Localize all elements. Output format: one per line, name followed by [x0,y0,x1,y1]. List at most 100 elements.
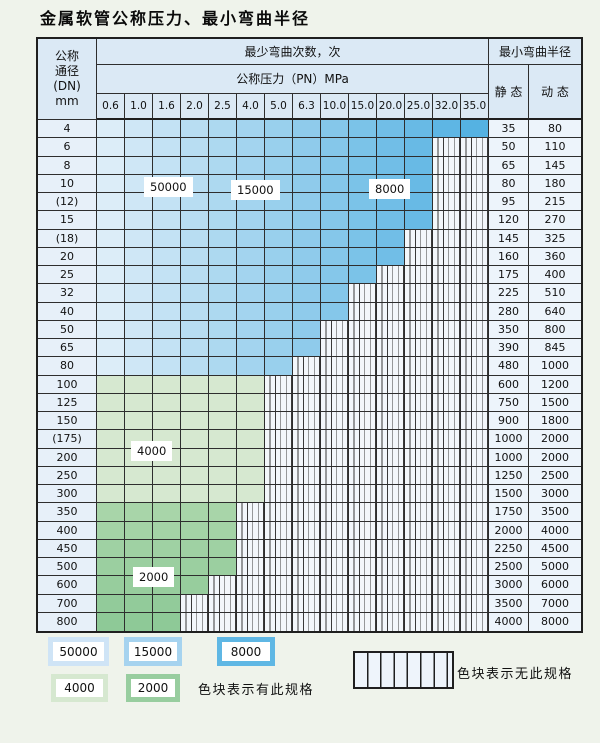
nospec-cell [405,412,433,431]
spec-cell [377,120,405,139]
spec-cell [181,302,209,321]
nospec-cell [461,594,489,613]
nospec-cell [405,284,433,303]
nospec-cell [321,393,349,412]
pressure-radius-table: 公称 通径 (DN) mm 最少弯曲次数，次 最小弯曲半径 公称压力（PN）MPa 静 态动 … [36,37,583,633]
nospec-cell [461,156,489,175]
spec-cell [321,229,349,248]
nospec-cell [433,594,461,613]
spec-cell [209,466,237,485]
nospec-cell [265,503,293,522]
nospec-cell [433,247,461,266]
spec-cell [265,156,293,175]
spec-cell [181,339,209,358]
spec-cell [349,229,377,248]
pressure-header-20.0: 20.0 [377,94,405,120]
dynamic-value-cell: 2000 [529,430,581,449]
nospec-cell [461,466,489,485]
spec-cell [321,302,349,321]
no-spec-note: 色块表示无此规格 [457,667,574,682]
spec-cell [293,211,321,230]
spec-cell [293,339,321,358]
nospec-cell [433,211,461,230]
nospec-cell [265,430,293,449]
spec-cell [209,393,237,412]
spec-cell [293,320,321,339]
spec-cell [97,247,125,266]
spec-cell [153,594,181,613]
dynamic-value-cell: 4000 [529,521,581,540]
static-value-cell: 145 [489,229,529,248]
spec-cell [293,266,321,285]
nospec-cell [405,448,433,467]
spec-cell [265,120,293,139]
nospec-cell [433,339,461,358]
spec-cell [461,120,489,139]
nospec-cell [293,393,321,412]
spec-cell [293,138,321,157]
pressure-header-35.0: 35.0 [461,94,489,120]
nospec-cell [349,466,377,485]
spec-cell [125,594,153,613]
dn-cell: 700 [38,594,97,613]
spec-cell [97,393,125,412]
spec-cell [433,120,461,139]
nospec-cell [321,412,349,431]
spec-cell [293,120,321,139]
spec-cell [209,284,237,303]
dn-cell: 600 [38,576,97,595]
nospec-cell [321,521,349,540]
spec-cell [181,393,209,412]
spec-cell [181,120,209,139]
static-value-cell: 80 [489,174,529,193]
nospec-cell [377,448,405,467]
dn-header-cell: 公称 通径 (DN) mm [38,39,97,120]
dn-cell: 200 [38,448,97,467]
spec-cell [209,247,237,266]
dn-cell: 32 [38,284,97,303]
spec-cell [125,138,153,157]
spec-cell [181,193,209,212]
nospec-cell [433,284,461,303]
nospec-cell [349,539,377,558]
nospec-cell [321,558,349,577]
nospec-cell [377,302,405,321]
nospec-cell [461,430,489,449]
nospec-cell [433,558,461,577]
spec-cell [265,138,293,157]
nospec-cell [349,503,377,522]
nospec-cell [209,576,237,595]
page-title: 金属软管公称压力、最小弯曲半径 [40,9,311,28]
nospec-cell [209,594,237,613]
nospec-cell [377,594,405,613]
nospec-cell [433,156,461,175]
cycle-count-label-2000: 2000 [133,567,175,587]
spec-cell [153,211,181,230]
spec-cell [321,247,349,266]
nospec-cell [293,412,321,431]
nospec-cell [433,138,461,157]
dynamic-value-cell: 1200 [529,375,581,394]
nospec-cell [349,448,377,467]
spec-cell [321,138,349,157]
cycle-count-label-8000: 8000 [369,179,411,199]
min-bend-cycles-header: 最少弯曲次数，次 [97,39,489,65]
nospec-cell [461,503,489,522]
spec-cell [125,539,153,558]
nominal-pressure-header: 公称压力（PN）MPa [97,65,489,94]
nospec-cell [377,521,405,540]
nospec-cell [321,357,349,376]
spec-cell [209,503,237,522]
dn-cell: 65 [38,339,97,358]
dn-cell: 250 [38,466,97,485]
nospec-cell [461,576,489,595]
spec-cell [209,211,237,230]
nospec-cell [237,594,265,613]
dynamic-value-cell: 1800 [529,412,581,431]
spec-cell [237,120,265,139]
nospec-cell [237,576,265,595]
spec-cell [153,247,181,266]
dynamic-value-cell: 110 [529,138,581,157]
spec-cell [209,302,237,321]
nospec-cell [405,320,433,339]
